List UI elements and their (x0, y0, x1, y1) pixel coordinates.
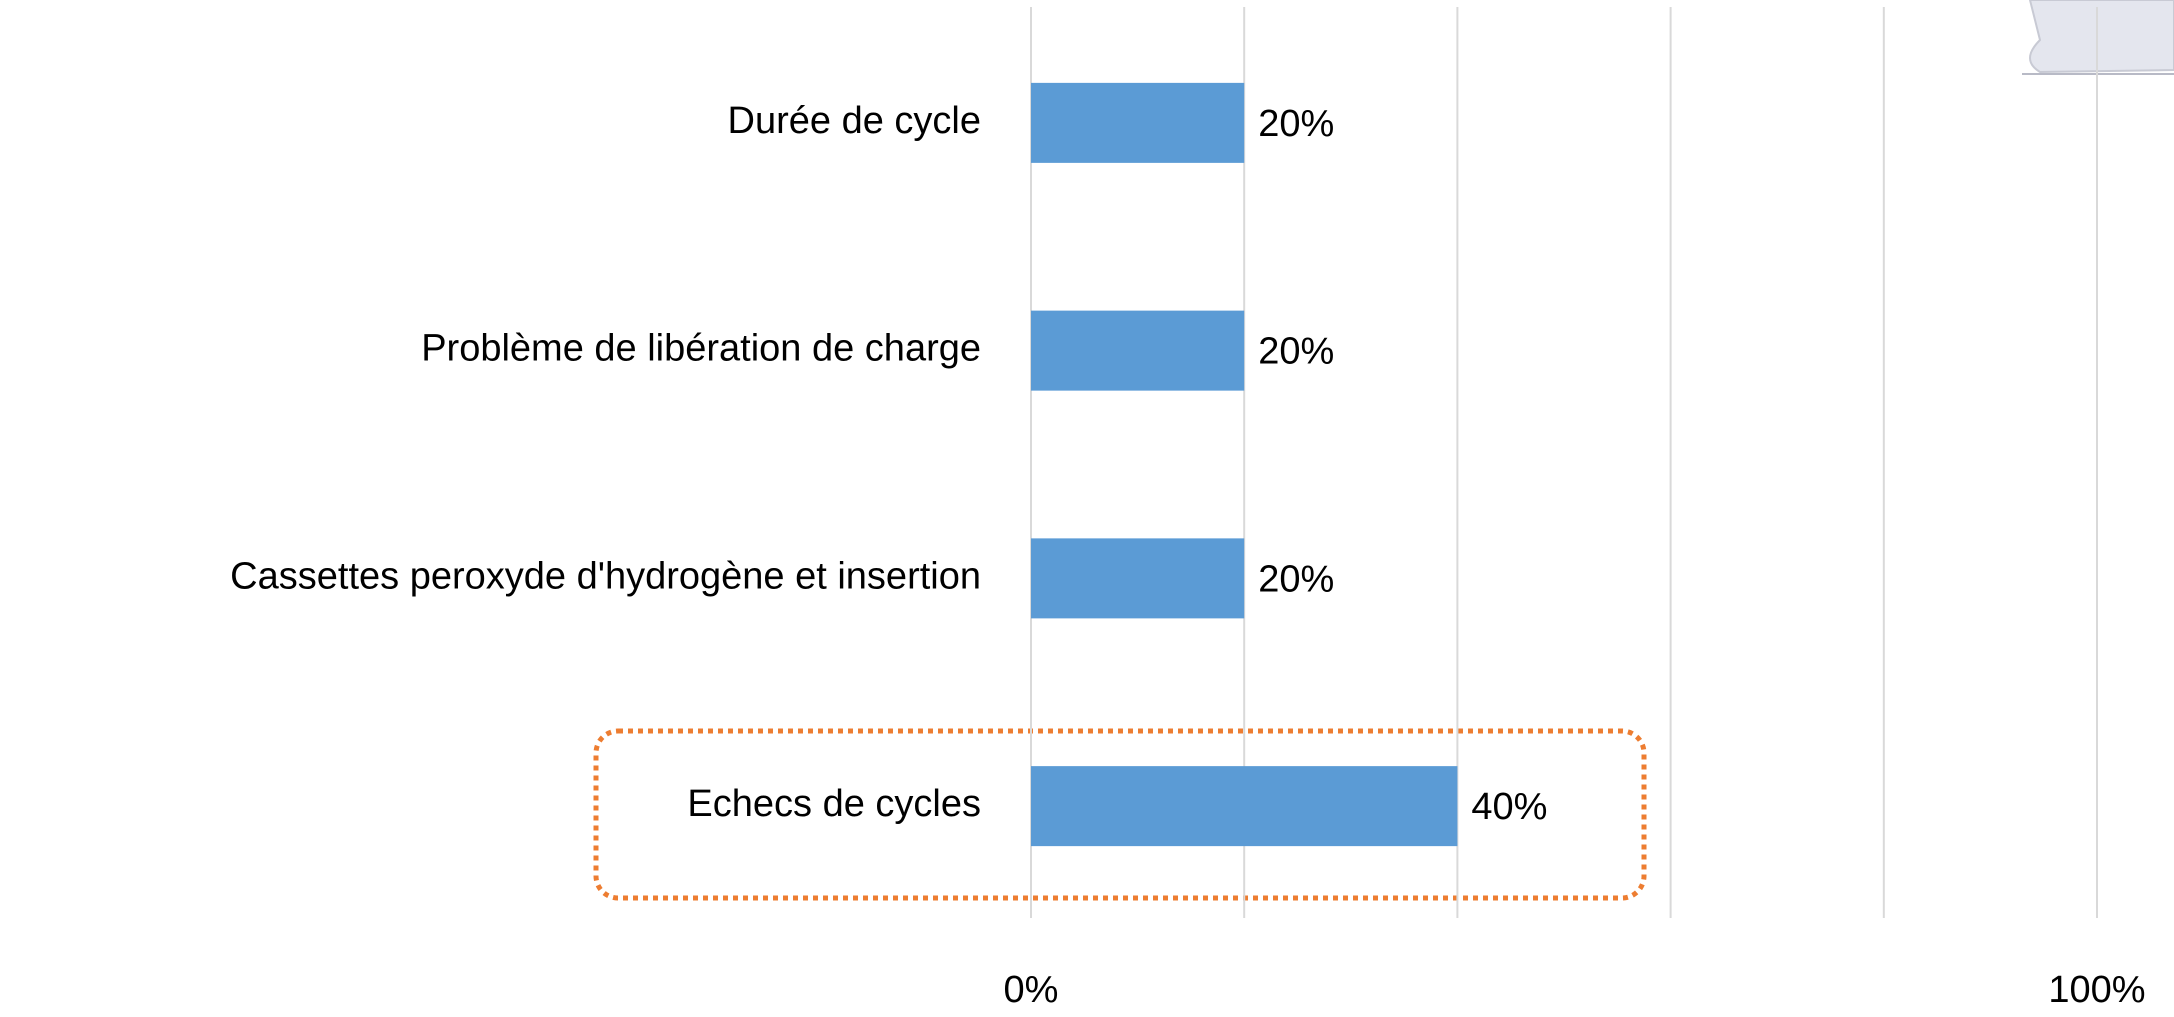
bar (1031, 766, 1458, 847)
bar (1031, 538, 1245, 619)
value-label: 20% (1258, 331, 1334, 373)
highlight-box (593, 728, 1647, 901)
value-label: 20% (1258, 558, 1334, 600)
value-label: 40% (1471, 786, 1547, 828)
x-tick-label: 0% (1004, 969, 1059, 1011)
y-tick-label: Durée de cycle (728, 100, 981, 142)
y-tick-label: Cassettes peroxyde d'hydrogène et insert… (230, 555, 981, 597)
bar (1031, 310, 1245, 391)
y-tick-label: Echecs de cycles (687, 783, 981, 825)
x-tick-label: 100% (2048, 969, 2145, 1011)
bar (1031, 82, 1245, 163)
y-tick-label: Problème de libération de charge (421, 328, 981, 370)
value-label: 20% (1258, 103, 1334, 145)
